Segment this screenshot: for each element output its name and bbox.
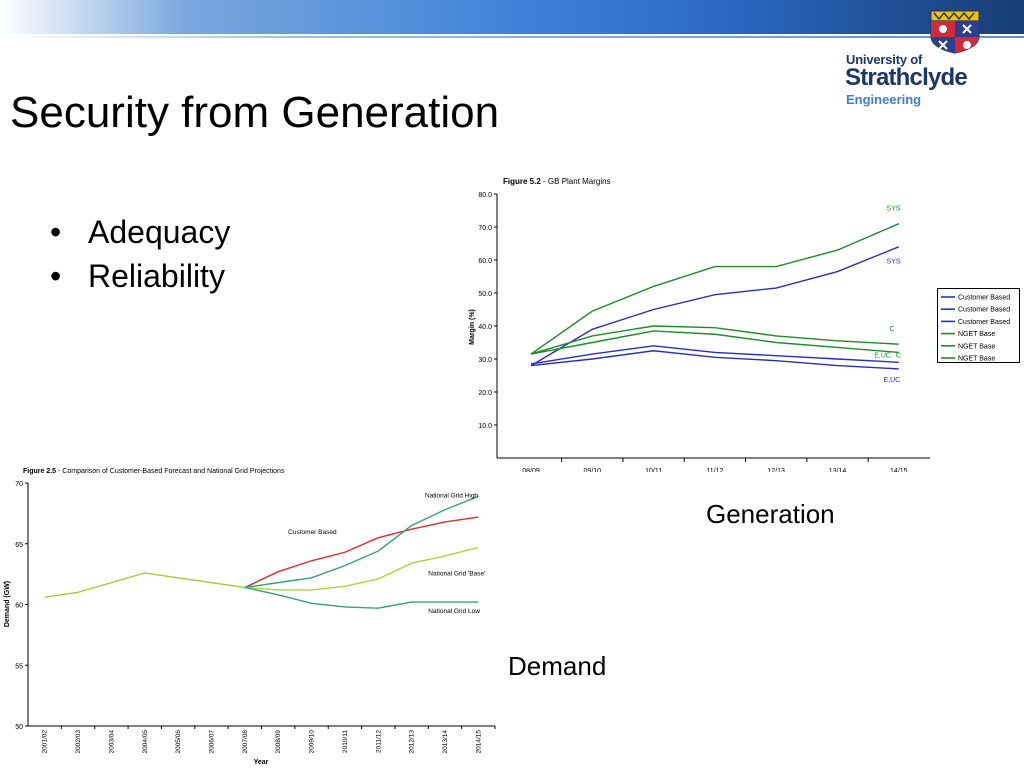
university-logo: University of Strathclyde Engineering (842, 10, 992, 110)
x-tick-label: 2002/03 (75, 730, 82, 754)
x-tick-label: 14/15 (890, 468, 908, 472)
demand-label: Demand (508, 651, 607, 681)
logo-engineering: Engineering (846, 92, 922, 107)
y-tick-label: 40.0 (478, 324, 492, 331)
legend-entry: NGET Base (958, 331, 995, 338)
logo-strathclyde: Strathclyde (845, 64, 968, 91)
series-line (530, 330, 899, 355)
legend-entry: Customer Based (958, 307, 1010, 314)
chart-annotation: National Grid Low (428, 608, 480, 615)
title-bar (0, 0, 1024, 34)
series-line (530, 345, 899, 365)
y-axis-label: Margin (%) (469, 309, 476, 345)
legend-entry: Customer Based (958, 295, 1010, 302)
x-tick-label: 2014/15 (475, 730, 482, 754)
x-tick-label: 2008/09 (275, 730, 282, 754)
y-tick-label: 10.0 (478, 423, 492, 430)
y-tick-label: 50.0 (478, 291, 492, 298)
gb-plant-margins-legend: Customer Based Customer Based Customer Bas… (937, 288, 1021, 364)
x-axis-label: Year (254, 759, 269, 766)
y-tick-label: 70 (15, 481, 23, 488)
y-tick-label: 50 (15, 724, 23, 731)
x-tick-label: 2001/02 (42, 730, 49, 754)
series-line (244, 586, 479, 609)
series-line (530, 246, 900, 367)
logo-university-of: University of (846, 52, 923, 67)
x-tick-label: 13/14 (829, 468, 847, 472)
x-tick-label: 2012/13 (409, 730, 416, 754)
x-tick-label: 2010/11 (342, 730, 349, 753)
chart-annotation: E,UC (883, 377, 900, 384)
series-line (244, 516, 479, 589)
generation-label: Generation (706, 499, 835, 529)
x-tick-label: 08/09 (522, 468, 540, 472)
chart-title: Figure 2.5 - Comparison of Customer-Base… (23, 468, 285, 475)
y-tick-label: 30.0 (478, 357, 492, 364)
y-tick-label: 60 (15, 603, 23, 610)
y-tick-label: 20.0 (478, 390, 492, 397)
x-tick-label: 2011/12 (375, 730, 382, 753)
slide-title: Security from Generation (10, 88, 500, 137)
bullet-item-adequacy: Adequacy (50, 210, 230, 254)
series-line (244, 495, 479, 589)
y-tick-label: 65 (15, 542, 23, 549)
x-tick-label: 2004/05 (142, 730, 149, 754)
x-tick-label: 10/11 (645, 468, 662, 472)
gb-plant-margins-chart: Figure 5.2 - GB Plant Margins 80.0 70.0 60.… (465, 172, 935, 472)
chart-annotation: E,UC (874, 352, 891, 359)
x-tick-label: 12/13 (767, 468, 785, 472)
chart-annotation: National Grid High (425, 493, 478, 500)
x-tick-label: 2007/08 (242, 730, 249, 754)
series-line (530, 223, 900, 355)
legend-entry: Customer Based (958, 319, 1010, 326)
chart-annotation: Customer Based (288, 529, 337, 536)
series-line (530, 350, 899, 370)
series-line (244, 546, 479, 591)
series-line (530, 325, 899, 355)
bullet-item-reliability: Reliability (50, 254, 230, 298)
title-bar-rule (0, 36, 1024, 38)
chart-annotation: National Grid 'Base' (428, 570, 485, 577)
y-tick-label: 60.0 (478, 258, 492, 265)
series-line (44, 572, 245, 598)
chart-annotation: SYS (887, 258, 901, 265)
legend-entry: NGET Base (958, 343, 995, 350)
y-tick-label: 70.0 (478, 225, 492, 232)
chart-annotation: C (896, 352, 901, 359)
chart-title: Figure 5.2 - GB Plant Margins (503, 177, 611, 186)
x-tick-label: 11/12 (706, 468, 723, 472)
chart-annotation: C (890, 326, 895, 333)
crest-icon (930, 10, 980, 54)
x-tick-label: 2003/04 (108, 730, 115, 754)
x-tick-label: 2013/14 (442, 730, 449, 754)
x-tick-label: 2006/07 (208, 730, 215, 754)
x-tick-label: 2005/06 (175, 730, 182, 754)
y-axis-label: Demand (GW) (4, 581, 11, 627)
y-tick-label: 55 (15, 663, 23, 670)
y-tick-label: 80.0 (478, 192, 492, 199)
legend-entry: NGET Base (958, 356, 995, 363)
x-tick-label: 2009/10 (309, 730, 316, 754)
legend-box (937, 288, 1020, 363)
demand-comparison-chart: Figure 2.5 - Comparison of Customer-Base… (0, 462, 500, 768)
x-tick-label: 09/10 (584, 468, 602, 472)
chart-annotation: SYS (887, 206, 901, 213)
bullet-list: Adequacy Reliability (50, 210, 230, 298)
